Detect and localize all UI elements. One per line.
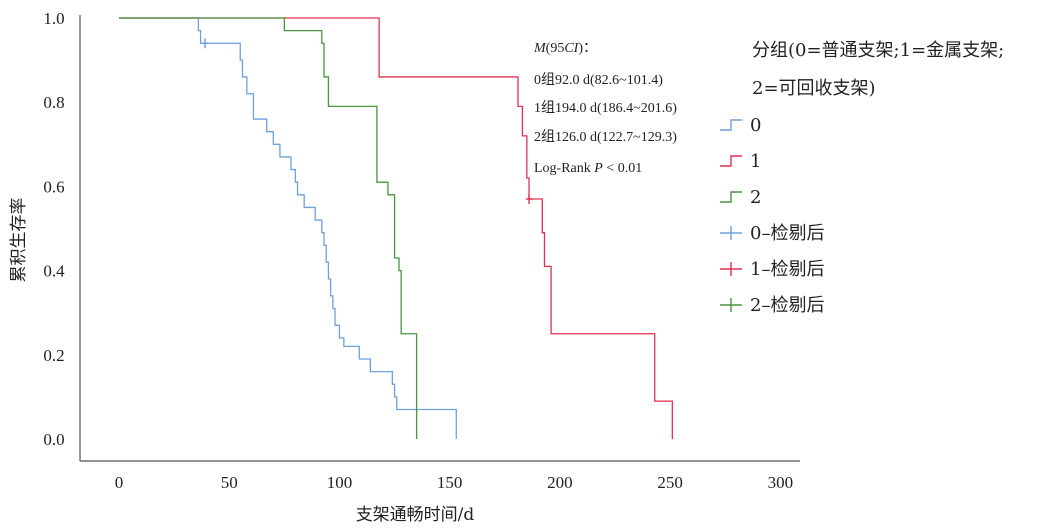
y-tick-label-0-8: 0.8 bbox=[43, 93, 64, 112]
y-tick-label-0-2: 0.2 bbox=[43, 346, 64, 365]
legend-item-3: 0–检剔后 bbox=[720, 223, 824, 244]
y-tick-label-1-0: 1.0 bbox=[43, 9, 64, 28]
legend-title-line2: 2=可回收支架) bbox=[752, 78, 876, 99]
x-tick-labels: 0 50 100 150 200 250 300 bbox=[115, 473, 793, 492]
annotation-logrank: Log-Rank P < 0.01 bbox=[534, 161, 642, 176]
legend-step-swatch bbox=[720, 155, 742, 167]
axes bbox=[79, 15, 800, 462]
legend-title-line1: 分组(0=普通支架;1=金属支架; bbox=[752, 40, 1004, 61]
x-tick-label-100: 100 bbox=[327, 473, 353, 492]
x-tick-label-150: 150 bbox=[437, 473, 463, 492]
annotation-line-0: 0组92.0 d(82.6~101.4) bbox=[534, 72, 663, 88]
legend-step-swatch bbox=[720, 119, 742, 131]
y-tick-label-0-4: 0.4 bbox=[43, 262, 65, 281]
x-axis-title: 支架通畅时间/d bbox=[356, 505, 475, 525]
annotation-paren-open: (95 bbox=[546, 41, 565, 56]
annotation-line-1: 1组194.0 d(186.4~201.6) bbox=[534, 100, 677, 116]
x-tick-label-50: 50 bbox=[221, 473, 238, 492]
legend-label: 1 bbox=[750, 151, 761, 172]
legend-label: 1–检剔后 bbox=[750, 259, 824, 280]
logrank-prefix: Log-Rank bbox=[534, 161, 594, 176]
series-0-curve bbox=[119, 17, 457, 439]
stats-annotation: M(95CI)： 0组92.0 d(82.6~101.4) 1组194.0 d(… bbox=[533, 41, 677, 176]
legend-item-4: 1–检剔后 bbox=[720, 259, 824, 280]
logrank-p: P bbox=[593, 161, 603, 176]
legend-label: 0 bbox=[750, 115, 761, 136]
legend-item-0: 0 bbox=[720, 115, 761, 136]
legend-item-1: 1 bbox=[720, 151, 761, 172]
logrank-suffix: < 0.01 bbox=[603, 161, 642, 176]
legend-item-2: 2 bbox=[720, 187, 761, 208]
legend-label: 2–检剔后 bbox=[750, 295, 824, 316]
x-tick-label-0: 0 bbox=[115, 473, 124, 492]
series-2-curve bbox=[119, 17, 418, 439]
x-tick-label-200: 200 bbox=[547, 473, 573, 492]
x-tick-label-300: 300 bbox=[768, 473, 794, 492]
y-axis-title: 累积生存率 bbox=[9, 198, 29, 283]
annotation-line-2: 2组126.0 d(122.7~129.3) bbox=[534, 129, 677, 145]
annotation-title: M(95CI)： bbox=[533, 41, 597, 56]
annotation-ci: CI bbox=[564, 41, 579, 56]
legend-label: 2 bbox=[750, 187, 761, 208]
legend-step-swatch bbox=[720, 191, 742, 203]
annotation-m: M bbox=[533, 41, 547, 56]
legend-item-5: 2–检剔后 bbox=[720, 295, 824, 316]
annotation-paren-close: )： bbox=[578, 41, 597, 56]
y-tick-label-0-0: 0.0 bbox=[43, 430, 64, 449]
censor-marks bbox=[201, 38, 533, 205]
x-tick-label-250: 250 bbox=[657, 473, 683, 492]
legend-label: 0–检剔后 bbox=[750, 223, 824, 244]
y-tick-label-0-6: 0.6 bbox=[43, 177, 64, 196]
legend: 分组(0=普通支架;1=金属支架; 2=可回收支架) 0 1 2 0–检剔后 1–检剔后… bbox=[720, 40, 1004, 316]
y-tick-labels: 0.0 0.2 0.4 0.6 0.8 1.0 bbox=[43, 9, 65, 449]
